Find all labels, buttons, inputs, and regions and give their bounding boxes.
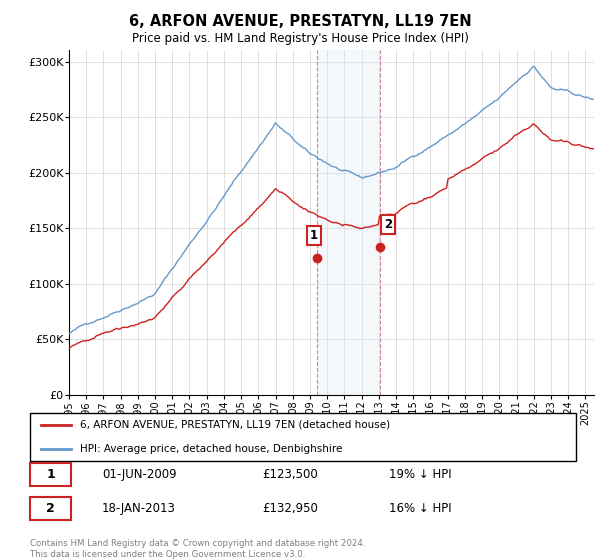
Text: 1: 1: [46, 468, 55, 481]
Text: £132,950: £132,950: [262, 502, 318, 515]
Text: 6, ARFON AVENUE, PRESTATYN, LL19 7EN: 6, ARFON AVENUE, PRESTATYN, LL19 7EN: [128, 14, 472, 29]
Text: 6, ARFON AVENUE, PRESTATYN, LL19 7EN (detached house): 6, ARFON AVENUE, PRESTATYN, LL19 7EN (de…: [80, 419, 390, 430]
Text: £123,500: £123,500: [262, 468, 317, 481]
Text: 2: 2: [46, 502, 55, 515]
FancyBboxPatch shape: [30, 463, 71, 486]
Text: Contains HM Land Registry data © Crown copyright and database right 2024.
This d: Contains HM Land Registry data © Crown c…: [30, 539, 365, 559]
Text: 18-JAN-2013: 18-JAN-2013: [102, 502, 176, 515]
Text: Price paid vs. HM Land Registry's House Price Index (HPI): Price paid vs. HM Land Registry's House …: [131, 32, 469, 45]
Text: 1: 1: [310, 229, 318, 242]
FancyBboxPatch shape: [30, 497, 71, 520]
Text: 01-JUN-2009: 01-JUN-2009: [102, 468, 176, 481]
Text: HPI: Average price, detached house, Denbighshire: HPI: Average price, detached house, Denb…: [80, 444, 342, 454]
Text: 19% ↓ HPI: 19% ↓ HPI: [389, 468, 451, 481]
Text: 16% ↓ HPI: 16% ↓ HPI: [389, 502, 451, 515]
Bar: [317, 50, 380, 395]
Text: 2: 2: [384, 218, 392, 231]
FancyBboxPatch shape: [30, 413, 577, 461]
